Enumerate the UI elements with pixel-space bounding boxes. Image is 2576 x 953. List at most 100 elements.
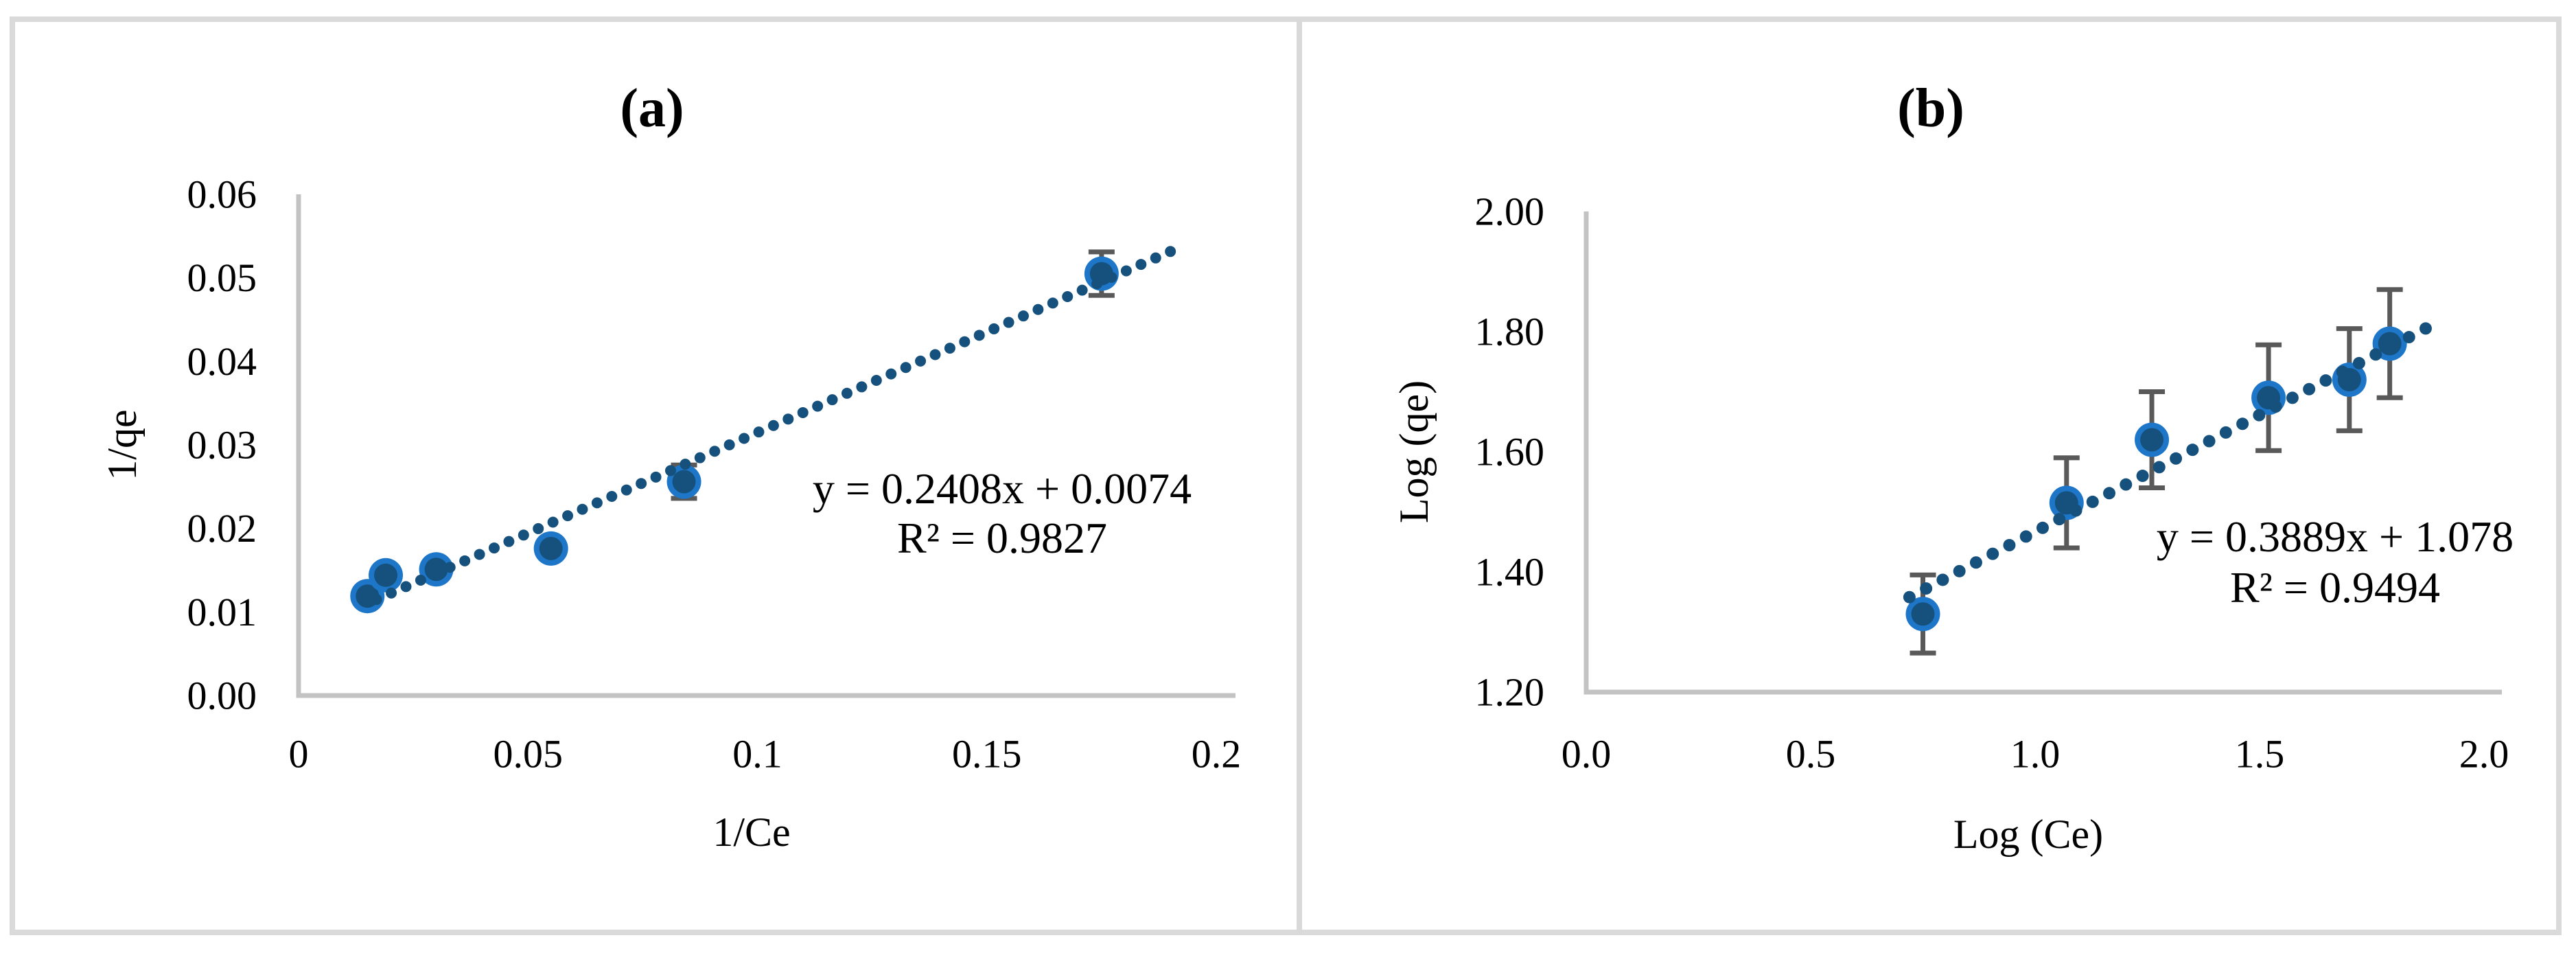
trendline-equation-a: y = 0.2408x + 0.0074: [812, 464, 1192, 513]
y-tick-label-a: 0.04: [187, 339, 257, 384]
trendline-dot-a: [944, 343, 955, 354]
trendline-dot-a: [1003, 317, 1014, 328]
trendline-dot-a: [1120, 265, 1132, 277]
trendline-dot-a: [1165, 246, 1176, 257]
x-tick-label-b: 0.5: [1786, 732, 1836, 777]
trendline-dot-b: [2219, 426, 2232, 439]
trendline-dot-a: [826, 394, 838, 406]
trendline-dot-b: [2103, 487, 2116, 500]
trendline-dot-b: [2303, 382, 2316, 395]
trendline-dot-a: [400, 581, 412, 593]
x-tick-label-a: 0.2: [1192, 732, 1242, 777]
panel-b-label: (b): [1897, 78, 1964, 139]
trendline-dot-a: [1091, 278, 1103, 290]
x-tick-label-b: 0.0: [1562, 732, 1612, 777]
trendline-dot-a: [929, 349, 941, 360]
y-tick-label-b: 2.00: [1475, 190, 1545, 234]
trendline-dot-a: [503, 536, 515, 547]
trendline-dot-a: [547, 516, 559, 528]
trendline-dot-a: [915, 355, 927, 367]
figure-border: [10, 16, 2562, 935]
y-tick-label-a: 0.03: [187, 422, 257, 467]
trendline-dot-b: [2120, 478, 2133, 491]
trendline-dot-a: [415, 574, 426, 586]
data-point-b: [2140, 428, 2164, 452]
trendline-dot-a: [1047, 297, 1058, 309]
trendline-dot-a: [562, 510, 574, 522]
trendline-dot-b: [2419, 322, 2432, 335]
data-point-a: [374, 563, 398, 587]
y-axis-title-a: 1/qe: [100, 409, 145, 481]
trendline-dot-a: [650, 471, 662, 483]
x-tick-label-a: 0.05: [494, 732, 564, 777]
trendline-dot-a: [1076, 284, 1088, 296]
trendline-dot-b: [2253, 409, 2266, 422]
trendline-dot-a: [782, 413, 794, 425]
trendline-dot-a: [577, 503, 588, 515]
x-tick-label-a: 0.1: [732, 732, 782, 777]
trendline-dot-b: [2236, 417, 2249, 430]
trendline-dot-b: [1920, 582, 1933, 595]
trendline-dot-b: [2153, 461, 2166, 474]
y-tick-label-b: 1.80: [1475, 310, 1545, 354]
trendline-dot-b: [2319, 374, 2332, 387]
trendline-dot-a: [518, 529, 529, 541]
trendline-dot-b: [2269, 400, 2282, 413]
trendline-dot-a: [591, 497, 603, 509]
y-tick-label-a: 0.02: [187, 506, 257, 551]
trendline-dot-a: [459, 555, 471, 566]
trendline-dot-b: [1953, 564, 1966, 577]
y-tick-label-a: 0.05: [187, 255, 257, 300]
y-tick-label-a: 0.06: [187, 172, 257, 216]
trendline-dot-b: [2136, 470, 2149, 483]
trendline-dot-b: [2053, 513, 2066, 526]
trendline-dot-a: [753, 426, 765, 438]
trendline-dot-a: [973, 330, 985, 341]
trendline-dot-b: [2369, 348, 2382, 361]
trendline-dot-b: [2019, 530, 2032, 543]
trendline-dot-a: [797, 406, 809, 418]
y-tick-label-a: 0.00: [187, 674, 257, 718]
trendline-dot-a: [620, 484, 632, 496]
x-tick-label-b: 1.5: [2235, 732, 2285, 777]
trendline-dot-b: [2036, 521, 2049, 534]
trendline-equation-b: y = 0.3889x + 1.078: [2156, 512, 2514, 561]
trendline-dot-a: [636, 478, 647, 490]
trendline-dot-b: [2336, 365, 2349, 378]
trendline-dot-a: [723, 439, 735, 450]
trendline-dot-b: [2352, 356, 2365, 369]
data-point-b: [1911, 602, 1935, 626]
r-squared-a: R² = 0.9827: [897, 514, 1107, 562]
panel-divider: [1297, 18, 1302, 934]
trendline-dot-b: [1903, 590, 1916, 604]
trendline-dot-a: [1062, 291, 1074, 303]
trendline-dot-a: [680, 459, 691, 470]
trendline-dot-b: [1986, 547, 1999, 560]
panel-a-label: (a): [620, 78, 684, 139]
trendline-dot-a: [430, 568, 441, 579]
y-axis-title-b: Log (qe): [1391, 380, 1437, 524]
trendline-dot-b: [2186, 444, 2199, 457]
trendline-dot-a: [856, 381, 868, 393]
trendline-dot-a: [1150, 252, 1161, 264]
trendline-dot-a: [474, 549, 485, 560]
trendline-dot-a: [988, 323, 1000, 334]
trendline-dot-a: [386, 587, 397, 599]
data-point-a: [539, 536, 563, 560]
y-tick-label-b: 1.60: [1475, 430, 1545, 474]
trendline-dot-b: [2286, 391, 2299, 404]
trendline-dot-a: [870, 375, 882, 387]
trendline-dot-a: [444, 562, 456, 573]
trendline-dot-a: [371, 594, 382, 606]
x-tick-label-a: 0.15: [952, 732, 1022, 777]
trendline-dot-b: [2003, 539, 2016, 552]
trendline-dot-a: [533, 523, 544, 534]
trendline-dot-a: [900, 362, 912, 374]
trendline-dot-a: [1032, 303, 1044, 315]
trendline-dot-a: [739, 433, 750, 444]
trendline-dot-b: [1969, 556, 1982, 569]
y-tick-label-b: 1.40: [1475, 550, 1545, 595]
trendline-dot-a: [1135, 259, 1147, 271]
trendline-dot-a: [812, 400, 824, 412]
data-point-a: [672, 470, 696, 494]
